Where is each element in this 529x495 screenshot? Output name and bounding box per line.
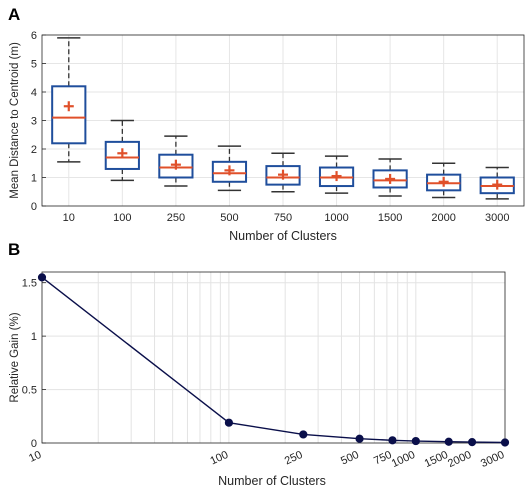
panel-b-ylabel: Relative Gain (%) <box>9 312 21 402</box>
panel-a-xtick-label: 1500 <box>378 212 402 224</box>
panel-a-xtick-label: 250 <box>167 212 185 224</box>
panel-b-xtick-label: 1000 <box>390 449 417 470</box>
panel-b-point-750 <box>388 436 397 445</box>
panel-b-xtick-label: 100 <box>208 449 230 468</box>
panel-b-ytick-label: 0.5 <box>22 385 37 397</box>
panel-a-xtick-label: 1000 <box>324 212 348 224</box>
panel-b-point-250 <box>299 430 308 439</box>
panel-a-ytick-label: 1 <box>31 173 37 185</box>
panel-a-ytick-label: 5 <box>31 59 37 71</box>
panel-b-point-100 <box>224 418 234 427</box>
panel-a-box-1500 <box>372 158 408 197</box>
panel-a-box-250 <box>158 135 194 187</box>
panel-a-xtick-label: 3000 <box>485 212 509 224</box>
panel-b-point-1000 <box>411 436 420 446</box>
panel-b-ytick-label: 1.5 <box>22 278 37 290</box>
panel-a-ytick-label: 6 <box>31 30 37 42</box>
panel-b-xtick-label: 250 <box>283 449 305 468</box>
panel-a: 0 1 2 3 4 5 6 10 100 250 500 750 1000 1500 2000 3000 Num… <box>8 5 525 243</box>
panel-b-point-10 <box>37 273 47 282</box>
panel-b-point-3000 <box>500 438 510 447</box>
panel-a-xtick-label: 500 <box>220 212 238 224</box>
panel-b-xtick-label: 2000 <box>446 449 473 470</box>
panel-b-xtick-label: 3000 <box>479 449 506 470</box>
panel-a-xlabel: Number of Clusters <box>229 229 337 243</box>
panel-b-point-1500 <box>444 437 453 446</box>
panel-a-xtick-label: 100 <box>113 212 131 224</box>
panel-a-box-750 <box>265 152 301 193</box>
panel-b-label: B <box>8 240 20 259</box>
panel-a-ytick-label: 4 <box>31 87 37 99</box>
panel-a-box-100 <box>104 119 140 182</box>
panel-a-box-3000 <box>479 166 515 200</box>
panel-a-label: A <box>8 5 20 24</box>
panel-a-xtick-label: 10 <box>63 212 75 224</box>
panel-b-plot-area <box>42 272 505 443</box>
panel-b-ytick-label: 1 <box>31 331 37 343</box>
panel-b-point-2000 <box>467 438 477 447</box>
panel-a-xtick-label: 2000 <box>431 212 455 224</box>
panel-a-box-2000 <box>426 162 462 199</box>
panel-a-ytick-label: 0 <box>31 201 37 213</box>
panel-a-ytick-label: 3 <box>31 116 37 128</box>
panel-a-ylabel: Mean Distance to Centroid (m) <box>9 42 21 199</box>
iqr-box <box>51 85 87 145</box>
panel-a-ytick-label: 2 <box>31 144 37 156</box>
panel-b-xtick-label: 10 <box>27 449 43 465</box>
panel-a-xtick-label: 750 <box>274 212 292 224</box>
panel-b-xtick-label: 500 <box>339 449 361 468</box>
panel-a-box-500 <box>211 145 248 192</box>
panel-b-axes-frame <box>41 271 506 444</box>
panel-b-xlabel: Number of Clusters <box>218 474 326 488</box>
panel-a-box-1000 <box>318 155 355 194</box>
panel-b-ytick-label: 0 <box>31 438 37 450</box>
panel-b-point-500 <box>355 434 364 443</box>
panel-a-box-10 <box>51 37 87 163</box>
